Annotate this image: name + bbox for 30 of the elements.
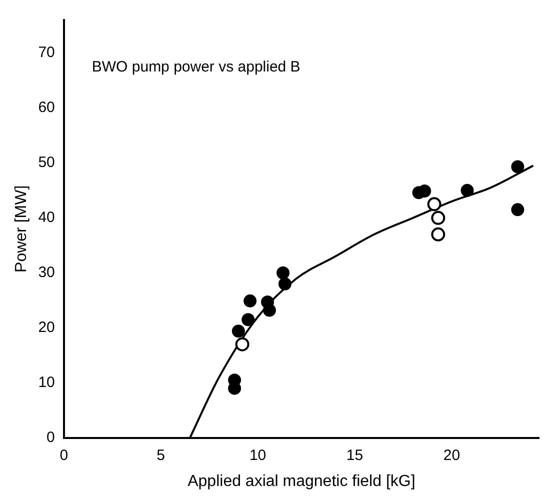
annotation: BWO pump power vs applied B — [92, 58, 300, 76]
point — [242, 313, 255, 326]
y-tick-label: 40 — [38, 209, 55, 226]
point — [232, 324, 245, 338]
point — [418, 184, 432, 198]
x-tick-label: 15 — [346, 446, 364, 464]
y-tick-label: 0 — [46, 428, 55, 446]
point — [262, 304, 276, 317]
point — [431, 227, 446, 242]
x-tick-label: 0 — [60, 446, 68, 464]
point — [278, 277, 292, 290]
x-tick-label: 20 — [443, 446, 460, 464]
point — [460, 184, 474, 197]
y-tick-label: 50 — [38, 154, 55, 172]
y-tick-label: 30 — [38, 264, 55, 282]
y-tick-label: 20 — [38, 318, 55, 336]
point — [235, 337, 250, 352]
point — [244, 294, 257, 308]
point — [431, 210, 446, 225]
point — [511, 160, 524, 174]
point — [511, 203, 524, 216]
point — [427, 197, 442, 212]
point — [276, 266, 290, 280]
x-tick-label: 5 — [156, 446, 166, 464]
y-tick-label: 60 — [38, 99, 55, 116]
x-tick-label: 10 — [249, 446, 266, 464]
y-tick-label: 70 — [38, 44, 55, 62]
y-tick-label: 10 — [38, 374, 55, 391]
x-axis-title: Applied axial magnetic field [kG] — [188, 472, 416, 490]
y-axis-title: Power [MW] — [13, 185, 30, 272]
